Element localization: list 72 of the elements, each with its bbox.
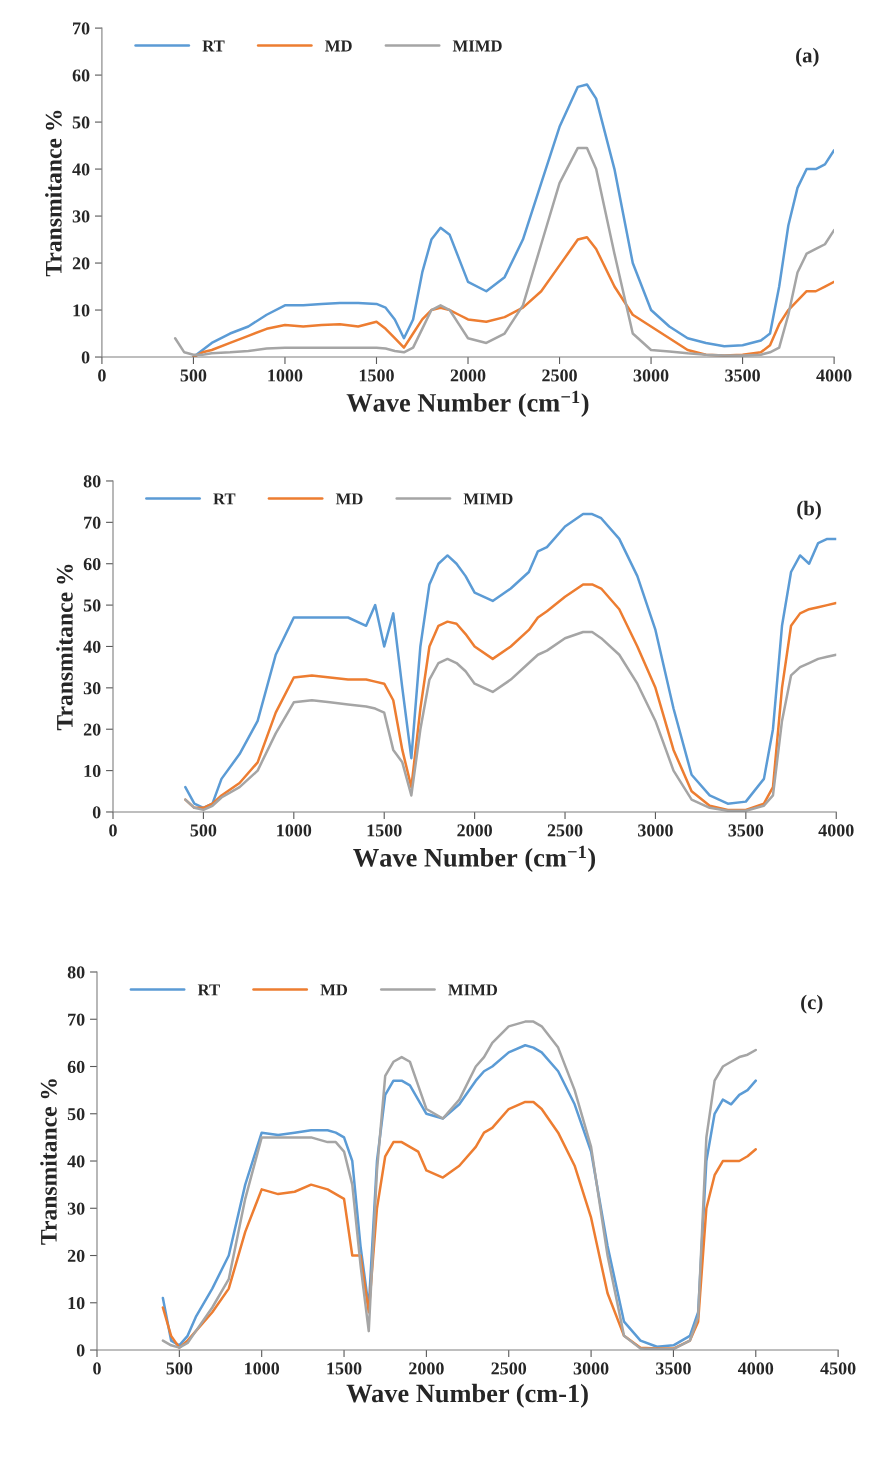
annotation: (c): [801, 994, 823, 1014]
x-tick-label: 1000: [268, 369, 303, 382]
y-tick-label: 40: [72, 163, 90, 176]
x-tick-label: 500: [180, 369, 207, 382]
x-tick-label: 2000: [457, 824, 492, 837]
y-tick-label: 20: [83, 723, 101, 736]
x-axis-title: Wave Number (cm$^{−1}$): [353, 845, 596, 872]
x-tick-label: 3000: [638, 824, 673, 837]
y-tick-label: 10: [84, 764, 101, 778]
y-tick-label: 30: [83, 682, 101, 695]
x-tick-label: 500: [166, 1362, 193, 1375]
x-tick-label: 4000: [818, 824, 854, 837]
x-tick-label: 1000: [245, 1362, 280, 1375]
y-tick-label: 70: [84, 516, 101, 529]
y-tick-label: 70: [73, 22, 90, 35]
x-tick-label: 500: [190, 824, 217, 837]
legend-label: MD: [335, 493, 363, 505]
y-tick-label: 60: [83, 557, 101, 571]
x-tick-label: 2500: [542, 369, 577, 382]
y-tick-label: 30: [72, 210, 90, 223]
x-tick-label: 2000: [409, 1362, 444, 1375]
legend-label: MD: [320, 984, 348, 996]
x-tick-label: 4000: [737, 1362, 774, 1375]
y-axis-title: Transmitance %: [45, 110, 62, 277]
x-tick-label: 3500: [728, 824, 764, 837]
y-tick-label: 50: [72, 116, 90, 129]
y-tick-label: 10: [68, 1297, 85, 1310]
y-axis-title: Transmitance %: [40, 1079, 57, 1245]
x-tick-label: 1000: [277, 824, 312, 837]
x-tick-label: 3500: [656, 1362, 691, 1375]
legend-label: RT: [197, 984, 220, 996]
y-tick-label: 50: [83, 599, 101, 612]
annotation: (a): [796, 47, 819, 67]
x-tick-label: 4500: [820, 1362, 856, 1375]
y-tick-label: 0: [92, 806, 101, 819]
y-tick-label: 50: [67, 1108, 85, 1121]
x-tick-label: 1500: [359, 369, 394, 382]
legend-label: MIMD: [452, 40, 502, 52]
x-tick-label: 3000: [633, 369, 669, 382]
x-tick-label: 1500: [367, 824, 402, 837]
y-tick-label: 60: [72, 69, 90, 82]
y-tick-label: 0: [81, 351, 90, 364]
x-tick-label: 3500: [725, 369, 760, 382]
legend-label: MD: [325, 40, 352, 52]
legend-label: RT: [202, 40, 225, 52]
y-tick-label: 40: [83, 640, 101, 653]
y-tick-label: 0: [76, 1344, 85, 1357]
y-tick-label: 60: [67, 1060, 85, 1073]
y-axis-title: Transmitance %: [56, 564, 73, 731]
y-tick-label: 10: [73, 304, 90, 317]
x-tick-label: 2000: [450, 369, 486, 382]
y-tick-label: 80: [83, 475, 101, 488]
x-tick-label: 2500: [547, 824, 583, 837]
x-axis-title: Wave Number (cm-1): [346, 1383, 588, 1408]
y-tick-label: 20: [67, 1249, 85, 1262]
legend-label: MIMD: [448, 984, 498, 996]
x-tick-label: 3000: [573, 1362, 609, 1375]
y-tick-label: 80: [67, 966, 85, 979]
legend-label: RT: [213, 493, 236, 505]
x-axis-title: Wave Number (cm$^{−1}$): [346, 390, 589, 418]
line-series: [184, 630, 837, 812]
legend-label: MIMD: [463, 493, 513, 505]
y-tick-label: 40: [67, 1155, 85, 1168]
x-tick-label: 0: [109, 824, 117, 837]
x-tick-label: 4000: [816, 369, 852, 382]
annotation: (b): [797, 500, 821, 520]
y-tick-label: 30: [67, 1202, 85, 1215]
y-tick-label: 20: [72, 257, 90, 270]
x-tick-label: 1500: [327, 1362, 362, 1375]
line-series: [173, 146, 835, 357]
x-tick-label: 2500: [491, 1362, 527, 1375]
y-tick-label: 70: [68, 1013, 85, 1026]
